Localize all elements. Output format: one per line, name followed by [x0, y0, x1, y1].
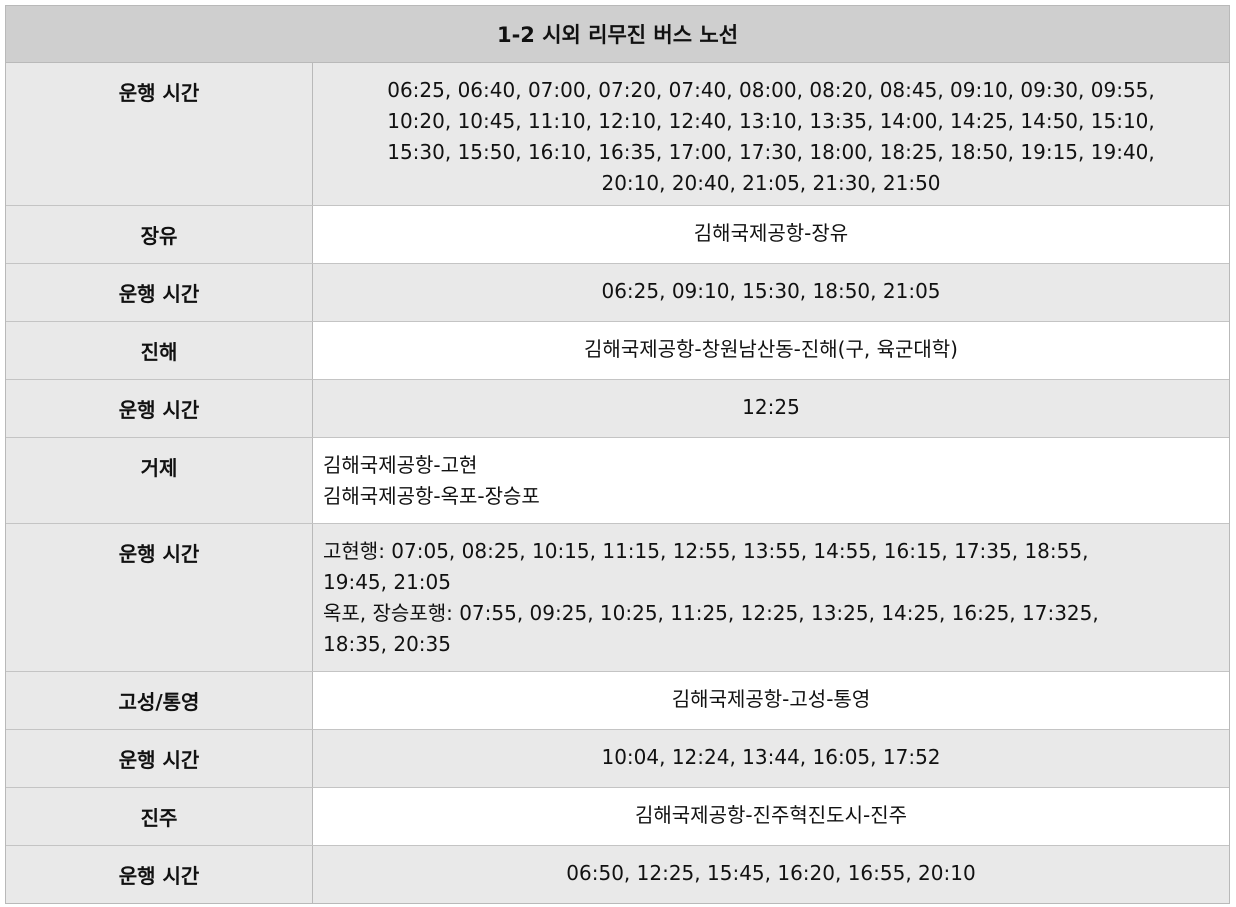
value-line: 06:25, 09:10, 15:30, 18:50, 21:05 [601, 279, 941, 303]
value-line: 15:30, 15:50, 16:10, 16:35, 17:00, 17:30… [387, 140, 1155, 164]
value-line: 18:35, 20:35 [323, 632, 451, 656]
table-row: 장유 김해국제공항-장유 [6, 206, 1229, 264]
row-value: 12:25 [313, 380, 1229, 437]
table-row: 운행 시간 06:50, 12:25, 15:45, 16:20, 16:55,… [6, 846, 1229, 903]
row-value: 김해국제공항-장유 [313, 206, 1229, 263]
value-line: 20:10, 20:40, 21:05, 21:30, 21:50 [601, 171, 941, 195]
value-line: 12:25 [742, 395, 800, 419]
value-line: 김해국제공항-옥포-장승포 [323, 484, 540, 508]
row-label: 운행 시간 [6, 524, 313, 671]
table-row: 운행 시간 10:04, 12:24, 13:44, 16:05, 17:52 [6, 730, 1229, 788]
table-row: 운행 시간 06:25, 06:40, 07:00, 07:20, 07:40,… [6, 63, 1229, 206]
row-label: 거제 [6, 438, 313, 523]
table-row: 운행 시간 12:25 [6, 380, 1229, 438]
value-line: 김해국제공항-창원남산동-진해(구, 육군대학) [584, 337, 958, 361]
table-row: 진해 김해국제공항-창원남산동-진해(구, 육군대학) [6, 322, 1229, 380]
row-value: 김해국제공항-고성-통영 [313, 672, 1229, 729]
row-value: 10:04, 12:24, 13:44, 16:05, 17:52 [313, 730, 1229, 787]
value-line: 김해국제공항-고현 [323, 453, 478, 477]
row-label: 진주 [6, 788, 313, 845]
row-value: 김해국제공항-고현 김해국제공항-옥포-장승포 [313, 438, 1229, 523]
row-value: 06:25, 09:10, 15:30, 18:50, 21:05 [313, 264, 1229, 321]
value-line: 10:04, 12:24, 13:44, 16:05, 17:52 [601, 745, 941, 769]
value-line: 19:45, 21:05 [323, 570, 451, 594]
value-line: 고현행: 07:05, 08:25, 10:15, 11:15, 12:55, … [323, 539, 1089, 563]
row-value: 06:50, 12:25, 15:45, 16:20, 16:55, 20:10 [313, 846, 1229, 903]
row-label: 진해 [6, 322, 313, 379]
bus-route-table: 1-2 시외 리무진 버스 노선 운행 시간 06:25, 06:40, 07:… [5, 5, 1230, 904]
table-title: 1-2 시외 리무진 버스 노선 [6, 5, 1229, 63]
table-row: 운행 시간 고현행: 07:05, 08:25, 10:15, 11:15, 1… [6, 524, 1229, 672]
row-label: 운행 시간 [6, 264, 313, 321]
row-label: 운행 시간 [6, 380, 313, 437]
value-line: 김해국제공항-장유 [693, 221, 849, 245]
value-line: 김해국제공항-고성-통영 [671, 687, 871, 711]
row-label: 운행 시간 [6, 63, 313, 205]
table-row: 거제 김해국제공항-고현 김해국제공항-옥포-장승포 [6, 438, 1229, 524]
value-line: 김해국제공항-진주혁진도시-진주 [634, 803, 908, 827]
value-line: 06:50, 12:25, 15:45, 16:20, 16:55, 20:10 [566, 861, 976, 885]
row-value: 김해국제공항-진주혁진도시-진주 [313, 788, 1229, 845]
row-label: 고성/통영 [6, 672, 313, 729]
value-line: 06:25, 06:40, 07:00, 07:20, 07:40, 08:00… [387, 78, 1155, 102]
table-row: 고성/통영 김해국제공항-고성-통영 [6, 672, 1229, 730]
row-value: 06:25, 06:40, 07:00, 07:20, 07:40, 08:00… [313, 63, 1229, 205]
row-label: 운행 시간 [6, 730, 313, 787]
value-line: 10:20, 10:45, 11:10, 12:10, 12:40, 13:10… [387, 109, 1155, 133]
value-line: 옥포, 장승포행: 07:55, 09:25, 10:25, 11:25, 12… [323, 601, 1099, 625]
row-label: 운행 시간 [6, 846, 313, 903]
row-value: 김해국제공항-창원남산동-진해(구, 육군대학) [313, 322, 1229, 379]
row-value: 고현행: 07:05, 08:25, 10:15, 11:15, 12:55, … [313, 524, 1229, 671]
row-label: 장유 [6, 206, 313, 263]
table-row: 진주 김해국제공항-진주혁진도시-진주 [6, 788, 1229, 846]
table-row: 운행 시간 06:25, 09:10, 15:30, 18:50, 21:05 [6, 264, 1229, 322]
